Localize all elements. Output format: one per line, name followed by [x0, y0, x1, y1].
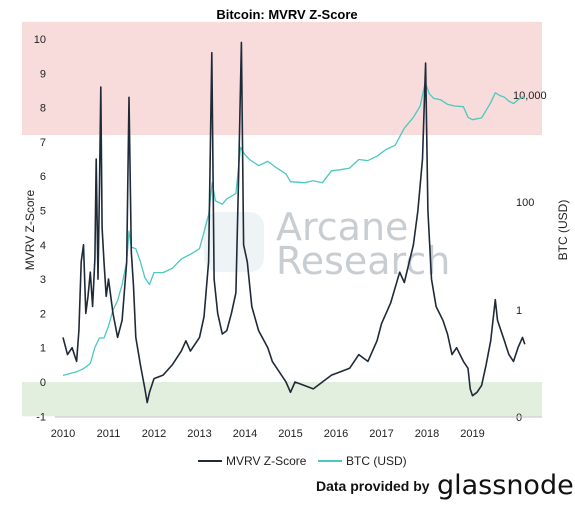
- watermark-line-1: Arcane: [276, 205, 408, 249]
- watermark: Arcane Research: [204, 205, 450, 283]
- series-line-btc: [62, 81, 526, 377]
- y-left-tick-1: 0: [40, 377, 46, 389]
- y-axis-left-ticks: -1 0 1 2 3 4 5 6 7 8 9 10: [34, 34, 46, 423]
- legend-label-mvrv: MVRV Z-Score: [226, 454, 307, 468]
- watermark-logo: [204, 212, 264, 272]
- x-tick-2014: 2014: [233, 428, 257, 440]
- y-left-tick-8: 7: [40, 137, 46, 149]
- x-tick-2013: 2013: [187, 428, 211, 440]
- x-tick-2010: 2010: [51, 428, 75, 440]
- y-axis-right-ticks: 0 1 100 10,000: [513, 90, 547, 424]
- y-left-tick-6: 5: [40, 206, 46, 218]
- series-group: [62, 41, 526, 404]
- y-left-tick-7: 6: [40, 171, 46, 183]
- x-axis-ticks: 2010 2011 2012 2013 2014 2015 2016 2017 2018 2019: [51, 428, 485, 440]
- series-line-mvrv: [62, 41, 526, 404]
- x-tick-2015: 2015: [278, 428, 302, 440]
- chart-title: Bitcoin: MVRV Z-Score: [216, 7, 357, 22]
- y-right-tick-3: 10,000: [513, 90, 547, 102]
- y-left-tick-2: 1: [40, 343, 46, 355]
- y-right-tick-1: 1: [516, 305, 522, 317]
- x-tick-2018: 2018: [415, 428, 439, 440]
- y-right-tick-2: 100: [516, 197, 534, 209]
- x-tick-2012: 2012: [142, 428, 166, 440]
- y-axis-right-label: BTC (USD): [556, 200, 570, 261]
- zone-bands: [22, 21, 542, 417]
- y-left-tick-0: -1: [36, 411, 46, 423]
- x-tick-2017: 2017: [369, 428, 393, 440]
- credit-text: Data provided by: [316, 478, 430, 494]
- y-left-tick-10: 9: [40, 68, 46, 80]
- y-left-tick-5: 4: [40, 240, 46, 252]
- x-tick-2011: 2011: [97, 428, 121, 440]
- legend-label-btc: BTC (USD): [346, 454, 407, 468]
- band-0: [22, 21, 542, 136]
- watermark-line-2: Research: [276, 239, 450, 283]
- band-1: [22, 382, 542, 417]
- y-left-tick-4: 3: [40, 274, 46, 286]
- y-left-tick-9: 8: [40, 103, 46, 115]
- x-tick-2019: 2019: [460, 428, 484, 440]
- x-tick-2016: 2016: [324, 428, 348, 440]
- y-axis-left-label: MVRV Z-Score: [23, 189, 37, 270]
- glassnode-logo: glassnode: [437, 470, 574, 501]
- legend: MVRV Z-Score BTC (USD): [198, 454, 407, 468]
- y-left-tick-11: 10: [34, 34, 46, 46]
- y-right-tick-0: 0: [516, 412, 522, 424]
- y-left-tick-3: 2: [40, 308, 46, 320]
